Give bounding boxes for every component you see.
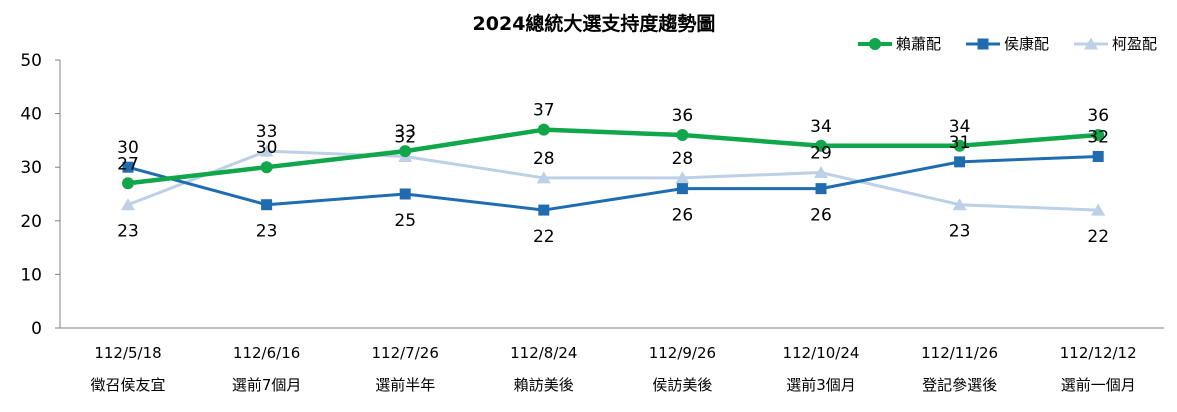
data-point [122, 177, 134, 190]
legend-marker [869, 38, 881, 50]
data-label: 30 [117, 138, 139, 158]
data-label: 32 [1087, 127, 1109, 147]
legend-item: 侯康配 [966, 35, 1049, 53]
data-label: 33 [256, 122, 278, 142]
x-tick-date-label: 112/6/16 [233, 344, 300, 362]
legend-item: 賴蕭配 [858, 35, 941, 53]
data-label: 22 [533, 227, 555, 247]
data-point [261, 199, 273, 211]
x-tick-date-label: 112/11/26 [921, 344, 998, 362]
data-label: 32 [394, 127, 416, 147]
y-tick-label: 20 [20, 212, 42, 232]
x-tick-event-label: 選前7個月 [232, 376, 302, 394]
data-point [537, 123, 550, 136]
data-label: 26 [810, 206, 832, 226]
y-tick-label: 10 [20, 265, 42, 285]
data-point [814, 166, 828, 179]
data-point [259, 144, 274, 157]
y-tick-label: 0 [31, 319, 42, 339]
series-line [127, 149, 1099, 212]
series-triangle [121, 144, 1106, 216]
series-lines [121, 123, 1106, 216]
data-label: 31 [949, 133, 971, 153]
legend-marker [1084, 37, 1098, 50]
data-label: 28 [533, 149, 555, 169]
axes: 0 10 20 30 40 50 112/5/18 徵召侯友宜 112/6/16 選前7個月 112… [20, 51, 1164, 394]
x-tick-event-label: 徵召侯友宜 [90, 376, 165, 394]
x-tick-event-label: 選前半年 [375, 376, 435, 394]
data-label: 28 [672, 149, 694, 169]
series-line [127, 127, 1099, 186]
data-point [536, 171, 551, 184]
data-point [538, 204, 550, 216]
x-tick-date-label: 112/7/26 [372, 344, 439, 362]
legend-label: 賴蕭配 [896, 35, 941, 53]
x-tick-date-label: 112/8/24 [510, 344, 577, 362]
x-tick-event-label: 侯訪美後 [652, 376, 712, 394]
x-tick-event-label: 登記參選後 [922, 376, 997, 394]
data-point [953, 139, 966, 152]
x-tick-event-label: 選前3個月 [786, 376, 856, 394]
data-point [952, 198, 967, 211]
data-label: 23 [117, 222, 139, 242]
data-point [399, 188, 411, 200]
data-label: 23 [256, 222, 278, 242]
data-point [675, 171, 690, 184]
data-point [1092, 129, 1105, 142]
data-label: 36 [672, 106, 694, 126]
legend-label: 柯盈配 [1112, 35, 1157, 53]
data-point [815, 139, 827, 152]
legend-marker [977, 38, 989, 50]
data-point [1092, 150, 1104, 162]
data-point [676, 129, 689, 142]
x-tick-date-label: 112/9/26 [649, 344, 716, 362]
x-tick-date-label: 112/5/18 [94, 344, 161, 362]
data-point [1091, 203, 1106, 216]
x-tick-event-label: 選前一個月 [1061, 376, 1136, 394]
legend-item: 柯盈配 [1074, 35, 1157, 53]
data-label: 34 [949, 117, 971, 137]
y-tick-label: 30 [20, 158, 42, 178]
data-point [121, 198, 135, 211]
data-point [399, 145, 412, 158]
data-point [815, 183, 827, 195]
legend: 賴蕭配 侯康配 柯盈配 [858, 35, 1157, 53]
y-tick-label: 50 [20, 51, 42, 71]
data-label: 26 [672, 206, 694, 226]
y-tick-label: 40 [20, 105, 42, 125]
data-label: 25 [394, 211, 416, 231]
x-tick-date-label: 112/12/12 [1060, 344, 1137, 362]
data-point [676, 183, 688, 195]
chart-title: 2024總統大選支持度趨勢圖 [473, 12, 716, 35]
series-square [122, 150, 1104, 216]
data-label: 34 [810, 117, 832, 137]
x-tick-date-label: 112/10/24 [783, 344, 860, 362]
series-line [127, 154, 1099, 212]
legend-label: 侯康配 [1004, 35, 1049, 53]
data-label: 33 [394, 122, 416, 142]
data-point [122, 161, 134, 173]
x-tick-event-label: 賴訪美後 [514, 376, 574, 394]
data-point [260, 161, 273, 174]
data-label: 23 [949, 222, 971, 242]
data-point [954, 156, 966, 168]
data-label: 37 [533, 101, 555, 121]
series-circle [122, 123, 1105, 190]
data-label: 30 [256, 138, 278, 158]
data-label: 29 [810, 144, 832, 164]
data-label: 36 [1087, 106, 1109, 126]
data-label: 22 [1087, 227, 1109, 247]
data-label: 27 [117, 154, 139, 174]
